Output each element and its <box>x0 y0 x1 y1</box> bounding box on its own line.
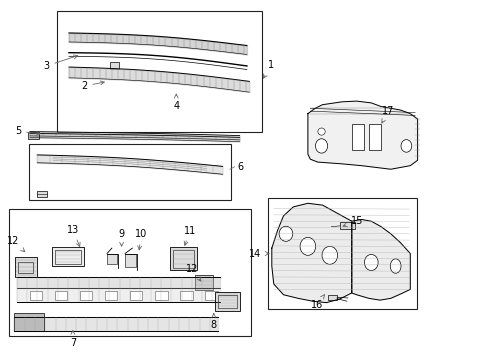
Bar <box>107 253 117 264</box>
Text: 13: 13 <box>66 225 80 247</box>
Bar <box>15 257 37 277</box>
Text: 12: 12 <box>7 236 25 252</box>
Polygon shape <box>307 101 417 169</box>
Ellipse shape <box>322 246 337 264</box>
Ellipse shape <box>400 140 411 152</box>
Bar <box>55 291 67 300</box>
Bar <box>368 125 380 149</box>
Bar <box>180 291 192 300</box>
Bar <box>339 222 354 229</box>
Bar <box>52 247 83 266</box>
Bar <box>125 253 136 267</box>
Bar <box>267 198 416 309</box>
Bar <box>130 291 142 300</box>
Bar <box>328 295 336 300</box>
Bar <box>155 291 167 300</box>
Bar <box>37 191 47 197</box>
Bar <box>170 247 197 270</box>
Text: 2: 2 <box>81 81 104 91</box>
Bar <box>80 291 92 300</box>
Bar <box>218 295 236 308</box>
Text: 12: 12 <box>185 264 201 281</box>
Bar <box>105 291 117 300</box>
Text: 17: 17 <box>381 106 394 123</box>
Text: 10: 10 <box>135 229 147 250</box>
Text: 8: 8 <box>210 314 216 330</box>
Bar <box>28 132 39 139</box>
Text: 4: 4 <box>173 94 179 111</box>
Text: 5: 5 <box>15 126 40 136</box>
Bar <box>110 62 119 69</box>
Text: 15: 15 <box>343 216 363 227</box>
Text: 7: 7 <box>70 330 76 348</box>
Bar <box>55 249 81 264</box>
Text: 6: 6 <box>237 162 243 172</box>
Text: 14: 14 <box>249 248 268 258</box>
Bar <box>215 292 239 311</box>
Bar <box>29 144 231 200</box>
Ellipse shape <box>279 226 292 241</box>
Bar <box>194 275 213 290</box>
Text: 11: 11 <box>183 226 196 246</box>
Polygon shape <box>271 203 351 303</box>
Text: 9: 9 <box>118 229 124 246</box>
Text: 3: 3 <box>43 55 78 71</box>
Text: 1: 1 <box>263 60 273 78</box>
Ellipse shape <box>317 128 325 135</box>
Polygon shape <box>351 220 409 300</box>
Bar <box>9 209 250 336</box>
Text: 16: 16 <box>310 295 324 310</box>
Ellipse shape <box>364 255 377 271</box>
Bar <box>18 262 33 273</box>
Bar <box>14 313 43 330</box>
Bar <box>57 12 261 132</box>
Ellipse shape <box>300 237 315 255</box>
Bar <box>173 250 193 267</box>
Ellipse shape <box>315 139 327 153</box>
Bar <box>351 125 363 149</box>
Ellipse shape <box>389 259 400 273</box>
Bar <box>205 291 217 300</box>
Bar <box>30 291 42 300</box>
